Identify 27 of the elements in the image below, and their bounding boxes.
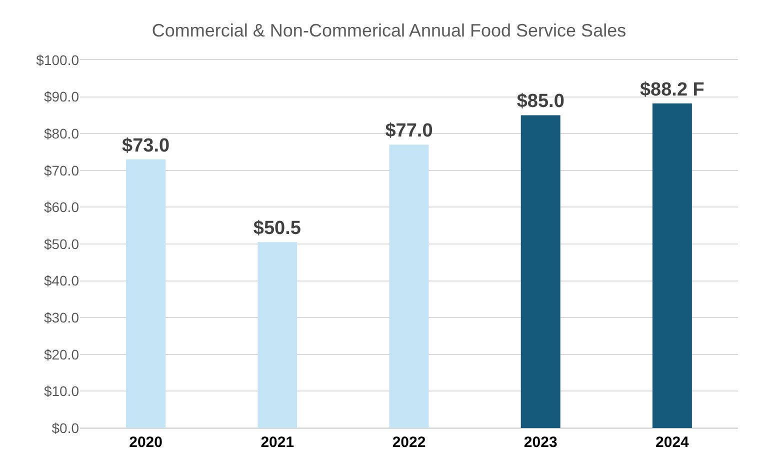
data-label: $73.0: [122, 135, 170, 156]
y-tick-label: $20.0: [44, 346, 80, 362]
y-tick-label: $10.0: [44, 383, 80, 400]
chart-title: Commercial & Non-Commerical Annual Food Service Sales: [152, 20, 626, 40]
bar: [520, 115, 560, 428]
y-tick-label: $70.0: [44, 162, 80, 178]
y-tick-label: $50.0: [44, 236, 80, 252]
bar: [389, 144, 429, 428]
x-tick-label: 2021: [260, 434, 294, 451]
x-tick-label: 2020: [129, 434, 162, 451]
y-tick-label: $100.0: [36, 52, 80, 68]
y-tick-label: $30.0: [44, 310, 80, 326]
bar: [652, 103, 692, 428]
data-label: $88.2 F: [640, 79, 704, 100]
data-label: $77.0: [385, 120, 433, 142]
x-tick-label: 2024: [656, 434, 690, 451]
y-tick-label: $40.0: [44, 272, 80, 289]
bar: [258, 242, 298, 428]
data-label: $85.0: [516, 91, 564, 112]
x-tick-label: 2022: [392, 434, 426, 451]
data-label: $50.5: [253, 218, 302, 240]
y-tick-label: $80.0: [44, 126, 80, 142]
y-tick-label: $0.0: [52, 420, 80, 436]
bar: [126, 159, 166, 428]
y-tick-label: $90.0: [44, 88, 80, 105]
x-tick-label: 2023: [524, 434, 558, 451]
y-tick-label: $60.0: [44, 199, 80, 216]
